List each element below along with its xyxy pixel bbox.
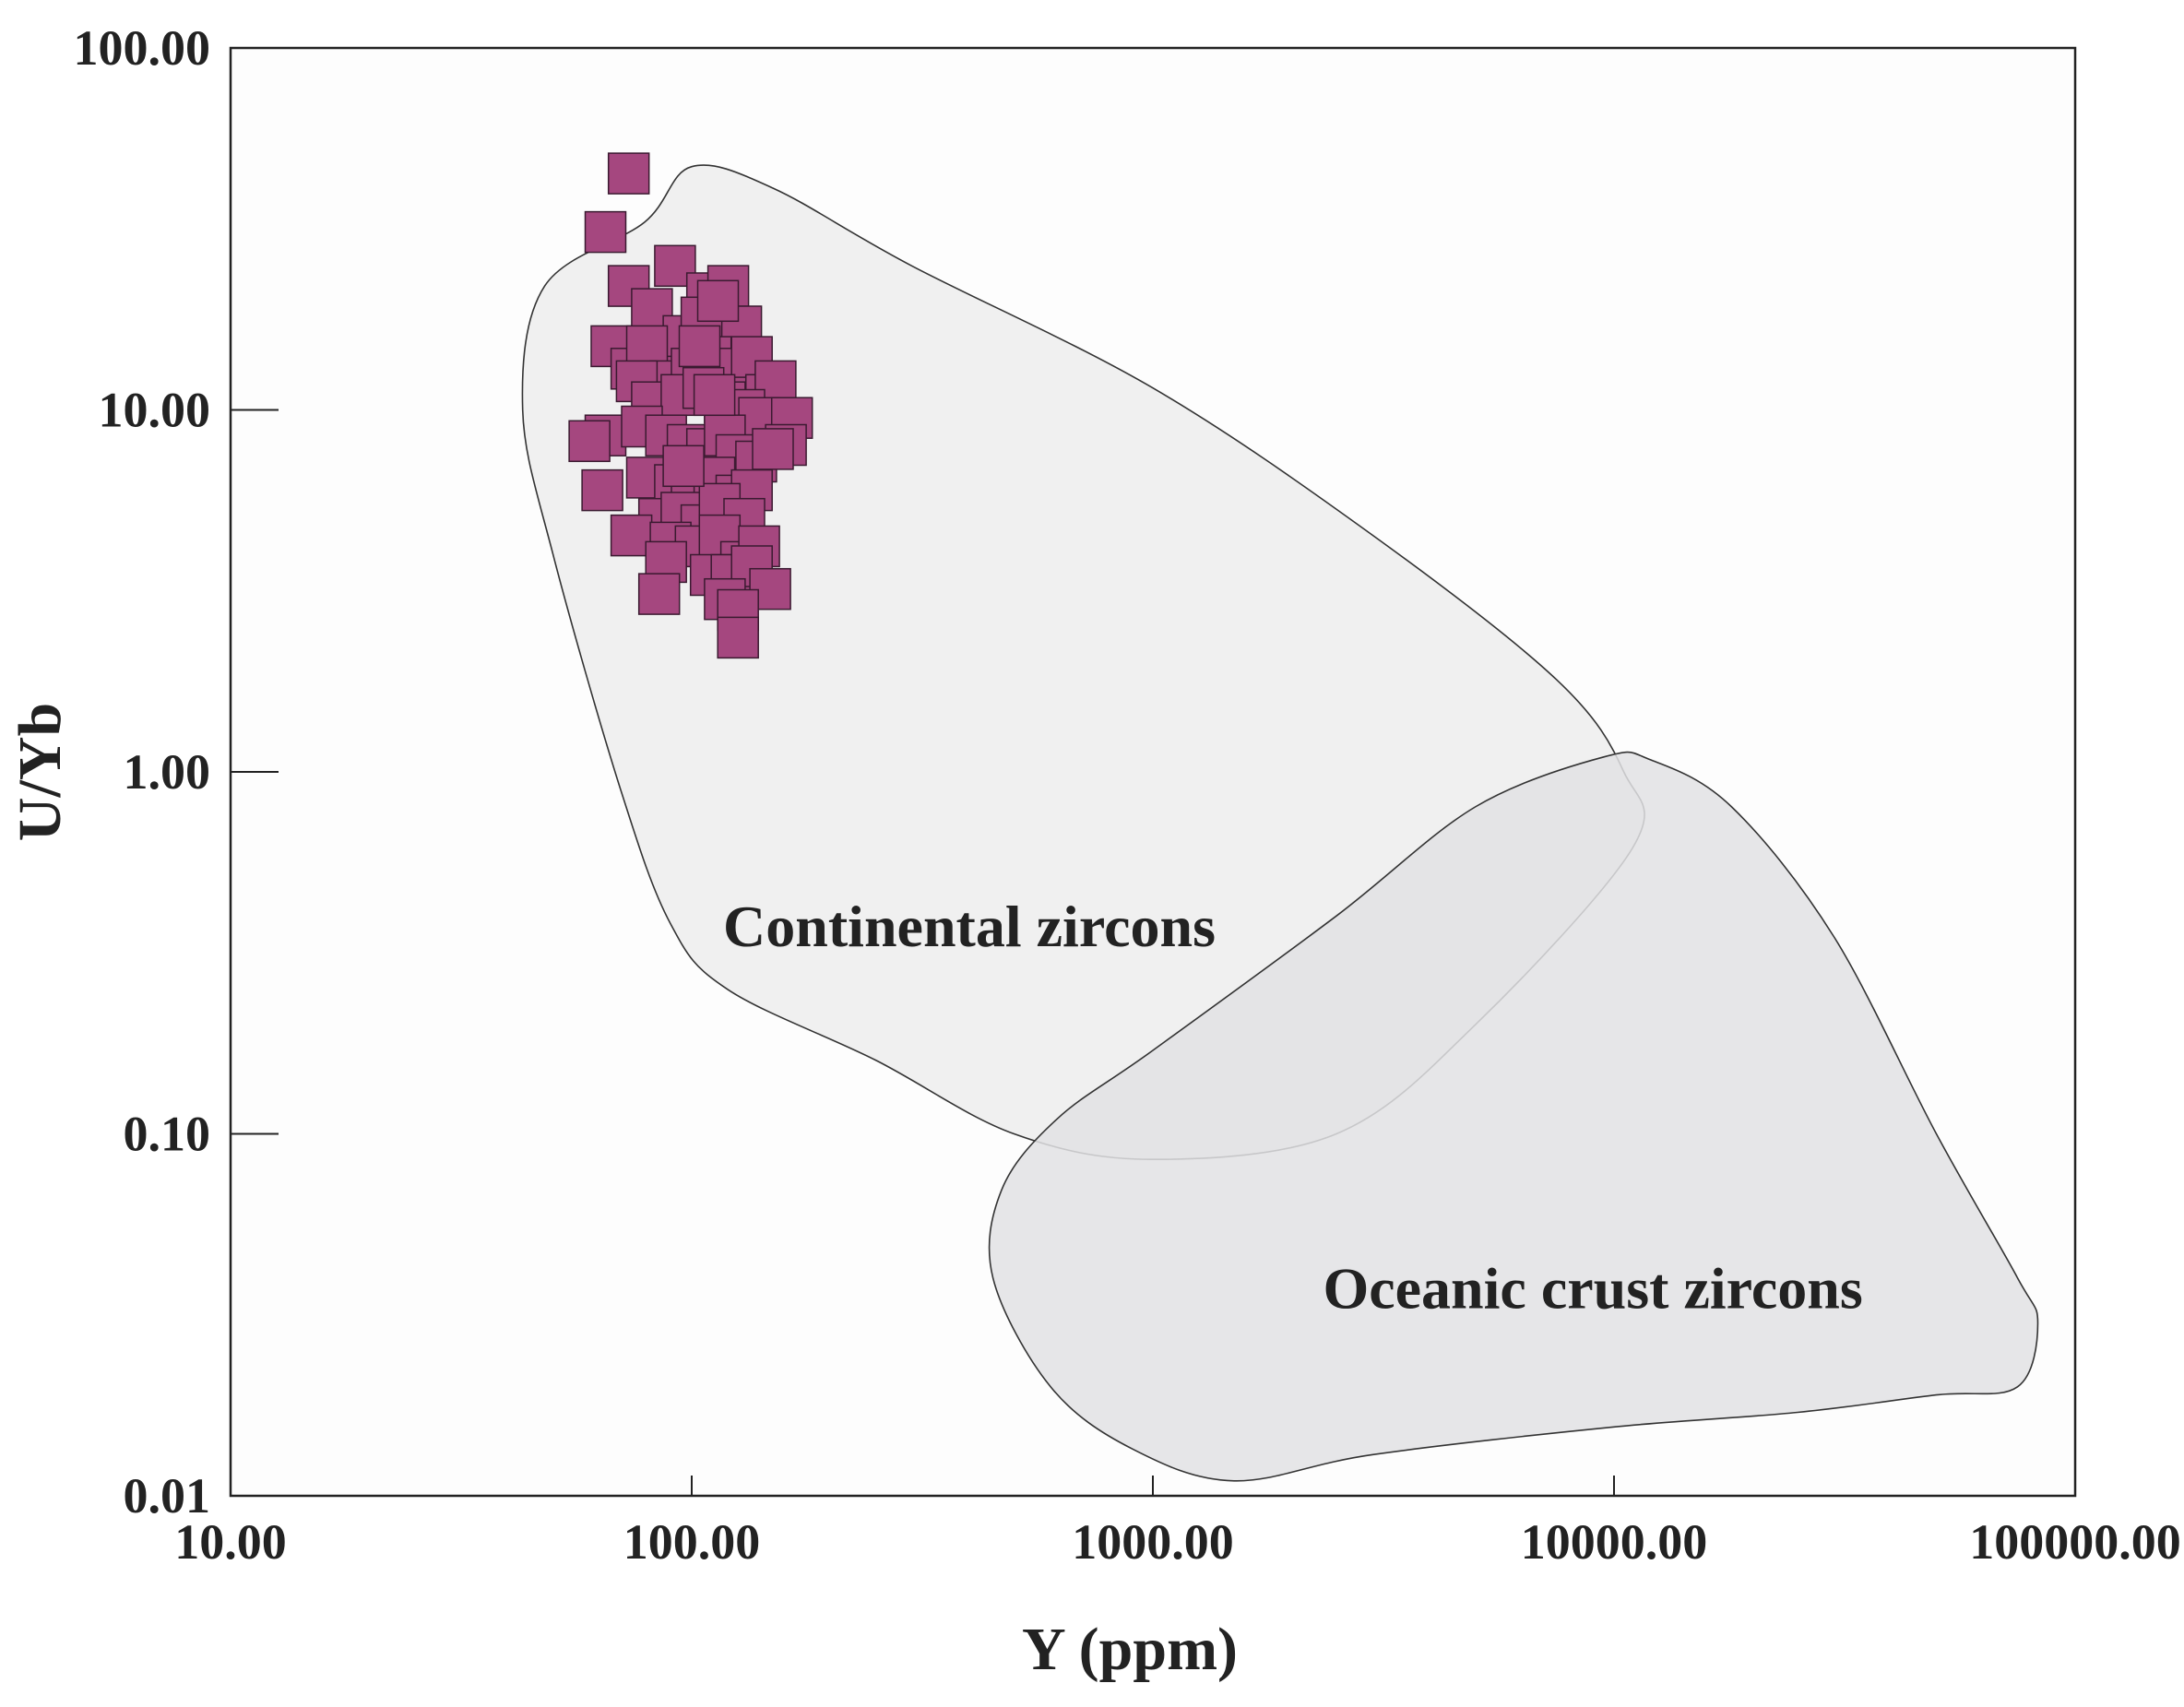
y-tick-label: 0.10 bbox=[124, 1107, 211, 1162]
y-tick-label: 100.00 bbox=[74, 20, 211, 76]
x-tick-label: 100.00 bbox=[623, 1514, 761, 1570]
x-tick-label: 100000.00 bbox=[1969, 1514, 2181, 1570]
y-tick-label: 10.00 bbox=[99, 383, 211, 438]
x-tick-label: 10000.00 bbox=[1521, 1514, 1708, 1570]
data-point bbox=[625, 325, 669, 368]
data-point bbox=[752, 428, 794, 470]
data-point bbox=[693, 373, 736, 417]
y-tick-label: 0.01 bbox=[124, 1468, 211, 1523]
data-point bbox=[581, 468, 623, 512]
oceanic-field bbox=[988, 751, 2039, 1482]
field-labels: Continental zircons Oceanic crust zircons bbox=[723, 894, 1863, 1322]
x-tick-label: 1000.00 bbox=[1072, 1514, 1234, 1570]
oceanic-crust-zircons-label: Oceanic crust zircons bbox=[1323, 1255, 1862, 1321]
x-axis-title: Y (ppm) bbox=[1022, 1616, 1238, 1683]
y-axis-title: U/Yb bbox=[6, 703, 74, 841]
data-point bbox=[717, 616, 759, 659]
y-tick-label: 1.00 bbox=[124, 744, 211, 800]
x-tick-label: 10.00 bbox=[174, 1514, 287, 1570]
sample-points bbox=[568, 152, 813, 659]
data-point bbox=[584, 210, 627, 254]
continental-zircons-label: Continental zircons bbox=[723, 894, 1216, 959]
axis-ticks: 10.00 100.00 1000.00 10000.00 100000.00 0.01 0… bbox=[74, 20, 2181, 1570]
data-point bbox=[696, 279, 740, 323]
data-point bbox=[678, 325, 721, 368]
data-point bbox=[607, 152, 650, 195]
data-point bbox=[568, 420, 611, 463]
data-point bbox=[637, 573, 681, 615]
data-point bbox=[662, 445, 705, 488]
